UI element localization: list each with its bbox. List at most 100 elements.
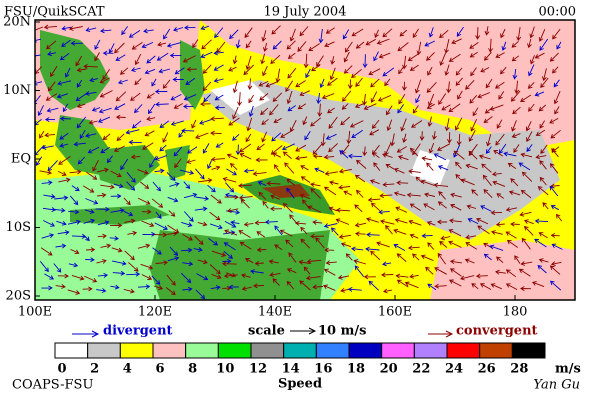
wind-arrow xyxy=(91,107,101,112)
wind-arrow xyxy=(144,130,155,137)
wind-arrow xyxy=(354,222,367,228)
wind-arrow xyxy=(501,41,507,51)
wind-arrow xyxy=(137,243,151,249)
wind-arrow xyxy=(174,67,185,75)
wind-arrow xyxy=(226,208,239,213)
wind-arrow xyxy=(480,67,490,73)
wind-arrow xyxy=(71,274,85,281)
wind-arrow xyxy=(200,101,211,107)
wind-arrow xyxy=(514,80,520,95)
wind-arrow xyxy=(528,64,535,77)
wind-arrow xyxy=(493,150,504,157)
wind-arrow xyxy=(191,119,197,129)
wind-arrow xyxy=(401,81,407,91)
wind-arrow xyxy=(288,252,297,263)
wind-arrow xyxy=(92,159,99,172)
wind-arrow xyxy=(382,261,392,267)
wind-arrow xyxy=(464,258,475,264)
wind-arrow xyxy=(394,218,408,224)
wind-arrow xyxy=(254,261,264,266)
wind-arrow xyxy=(289,214,297,224)
wind-arrow xyxy=(386,119,393,132)
wind-arrow xyxy=(154,89,168,95)
wind-arrow xyxy=(310,233,325,239)
wind-arrow xyxy=(519,211,532,217)
wind-arrow xyxy=(347,286,362,292)
wind-arrow xyxy=(385,225,393,235)
wind-arrow xyxy=(395,273,409,279)
wind-arrow xyxy=(97,233,107,239)
colorbar-swatch xyxy=(119,342,154,359)
wind-arrow xyxy=(407,245,420,251)
wind-arrow xyxy=(289,28,296,42)
wind-arrow xyxy=(39,130,45,139)
wind-arrow xyxy=(94,39,101,50)
colorbar-tick-label: 20 xyxy=(380,362,398,377)
wind-arrow xyxy=(57,273,69,279)
wind-arrow xyxy=(200,25,209,31)
wind-arrow xyxy=(426,162,434,171)
wind-arrow xyxy=(96,259,107,264)
wind-arrow xyxy=(43,194,56,199)
wind-arrow xyxy=(370,91,378,103)
wind-arrow xyxy=(396,180,409,186)
wind-arrow xyxy=(68,262,79,268)
wind-arrow xyxy=(142,209,152,215)
wind-arrow xyxy=(369,129,380,136)
wind-arrow xyxy=(339,150,349,159)
wind-arrow xyxy=(152,247,162,255)
wind-arrow xyxy=(97,116,111,123)
header-left: FSU/QuikSCAT xyxy=(4,5,105,20)
wind-arrow xyxy=(46,107,59,113)
wind-arrow xyxy=(475,27,481,40)
wind-arrow xyxy=(286,90,293,105)
land xyxy=(70,205,170,225)
wind-arrow xyxy=(285,80,293,93)
wind-arrow xyxy=(123,288,135,294)
colorbar-title: Speed xyxy=(278,377,322,392)
wind-arrow xyxy=(454,117,463,131)
wind-arrow xyxy=(386,105,393,116)
wind-arrow xyxy=(351,246,364,252)
wind-arrow xyxy=(157,41,167,47)
wind-arrow xyxy=(525,121,532,132)
wind-arrow xyxy=(323,186,337,196)
wind-arrow xyxy=(511,133,521,138)
wind-arrow xyxy=(362,146,368,157)
wind-arrow xyxy=(85,27,97,33)
wind-arrow xyxy=(97,272,109,278)
wind-arrow xyxy=(87,146,100,154)
wind-arrow xyxy=(549,265,561,275)
wind-arrow xyxy=(146,55,156,64)
colorbar-tick-label: 0 xyxy=(57,362,66,377)
wind-arrow xyxy=(535,154,547,160)
wind-arrow xyxy=(337,274,350,280)
wind-arrow xyxy=(110,170,122,178)
wind-arrow xyxy=(393,244,406,251)
wind-arrow xyxy=(183,192,198,199)
wind-arrow xyxy=(213,64,224,71)
wind-arrow xyxy=(451,38,462,45)
wind-arrow xyxy=(210,116,224,122)
wind-arrow xyxy=(211,250,227,257)
wind-arrow xyxy=(466,204,477,210)
wind-arrow xyxy=(130,67,141,73)
wind-arrow xyxy=(308,43,320,51)
longitude-label: 180 xyxy=(503,305,528,320)
wind-arrow xyxy=(511,55,520,62)
colorbar-swatch xyxy=(381,342,415,359)
wind-arrow xyxy=(106,155,113,164)
colorbar-swatch xyxy=(217,342,252,359)
wind-arrow xyxy=(460,178,475,186)
wind-arrow xyxy=(295,80,306,88)
wind-arrow xyxy=(329,180,339,186)
wind-arrow xyxy=(181,128,195,134)
wind-arrow xyxy=(528,103,535,112)
land xyxy=(95,145,160,190)
wind-arrow xyxy=(154,168,165,174)
wind-arrow xyxy=(131,42,143,50)
wind-arrow xyxy=(245,55,252,71)
wind-arrow xyxy=(100,243,112,249)
wind-arrow xyxy=(511,120,517,132)
wind-arrow xyxy=(380,219,395,225)
